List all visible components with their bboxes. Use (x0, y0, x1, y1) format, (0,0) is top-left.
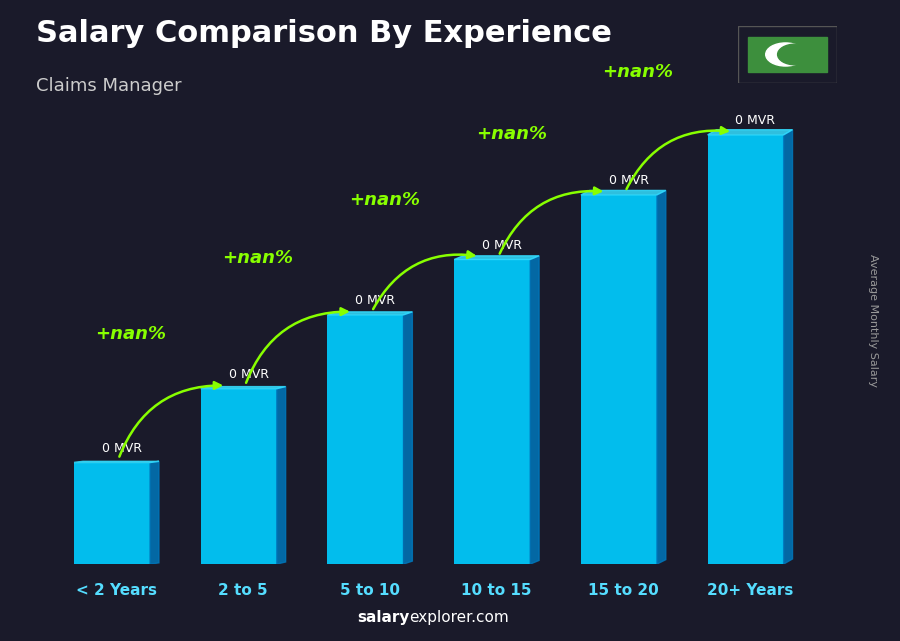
Text: 0 MVR: 0 MVR (482, 238, 522, 251)
Text: Average Monthly Salary: Average Monthly Salary (868, 254, 878, 387)
FancyBboxPatch shape (580, 195, 657, 564)
Text: < 2 Years: < 2 Years (76, 583, 157, 597)
Polygon shape (707, 129, 793, 135)
Polygon shape (784, 129, 793, 564)
Polygon shape (530, 256, 539, 564)
Text: 20+ Years: 20+ Years (706, 583, 793, 597)
Text: 5 to 10: 5 to 10 (340, 583, 400, 597)
Text: +nan%: +nan% (349, 192, 420, 210)
FancyBboxPatch shape (328, 315, 403, 564)
Polygon shape (403, 312, 412, 564)
Polygon shape (150, 462, 159, 564)
FancyBboxPatch shape (201, 388, 277, 564)
Polygon shape (454, 256, 539, 260)
Text: 0 MVR: 0 MVR (102, 442, 142, 454)
Text: +nan%: +nan% (602, 63, 673, 81)
FancyBboxPatch shape (707, 135, 784, 564)
Text: salary: salary (357, 610, 410, 625)
Text: 15 to 20: 15 to 20 (588, 583, 659, 597)
FancyBboxPatch shape (454, 260, 530, 564)
FancyBboxPatch shape (74, 463, 150, 564)
Polygon shape (201, 387, 285, 388)
Polygon shape (74, 462, 159, 463)
Text: 0 MVR: 0 MVR (356, 294, 395, 307)
Text: explorer.com: explorer.com (410, 610, 509, 625)
Polygon shape (277, 387, 285, 564)
Bar (748, 37, 827, 72)
Polygon shape (580, 190, 666, 195)
Text: 0 MVR: 0 MVR (735, 114, 776, 127)
Text: +nan%: +nan% (95, 324, 166, 342)
Circle shape (766, 43, 806, 66)
Text: 10 to 15: 10 to 15 (462, 583, 532, 597)
Circle shape (778, 44, 814, 65)
Text: Claims Manager: Claims Manager (36, 77, 182, 95)
Text: +nan%: +nan% (222, 249, 293, 267)
Text: 0 MVR: 0 MVR (229, 368, 268, 381)
Text: 2 to 5: 2 to 5 (219, 583, 268, 597)
Polygon shape (328, 312, 412, 315)
Polygon shape (657, 190, 666, 564)
Text: Salary Comparison By Experience: Salary Comparison By Experience (36, 19, 612, 48)
Text: +nan%: +nan% (476, 125, 546, 143)
Text: 0 MVR: 0 MVR (608, 174, 649, 187)
